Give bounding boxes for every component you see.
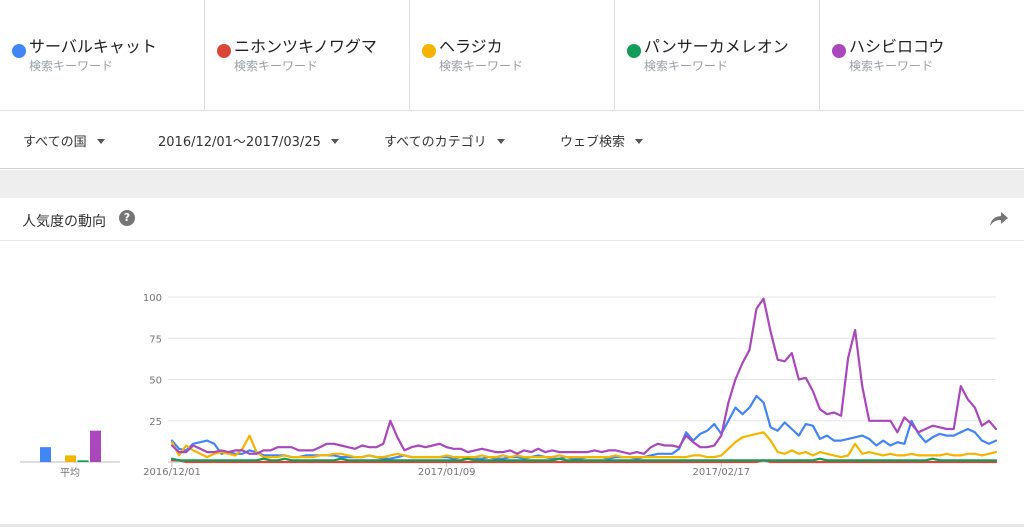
average-bar [77,460,89,462]
y-tick-label: 75 [149,334,162,345]
average-bar [65,455,76,462]
region-label: すべての国 [23,135,87,150]
x-tick-label: 2016/12/01 [143,467,201,478]
term-name-2: ニホンツキノワグマ [234,37,377,56]
average-label: 平均 [60,467,80,479]
chevron-down-icon [96,138,105,144]
interest-over-time-card: 人気度の動向 ? [0,198,1024,527]
card-title: 人気度の動向 [22,214,106,230]
date-range-dropdown[interactable]: 2016/12/01〜2017/03/25 [158,131,339,150]
term-type-3: 検索キーワード [439,59,524,73]
chart-gridlines [20,296,996,463]
term-color-dot-3 [422,44,436,58]
region-dropdown[interactable]: すべての国 [23,131,105,150]
term-name-3: ヘラジカ [439,37,503,56]
term-color-dot-1 [12,44,26,58]
card-header: 人気度の動向 ? [0,198,1024,241]
y-axis-ticks: 25 50 75 100 [143,293,162,428]
category-dropdown[interactable]: すべてのカテゴリ [384,131,505,150]
chevron-down-icon [330,138,339,144]
series-line-3 [170,431,998,459]
x-tick-label: 2017/02/17 [693,467,751,478]
series-line-4 [170,457,998,462]
term-card-4[interactable]: パンサーカメレオン 検索キーワード [615,0,820,111]
date-range-label: 2016/12/01〜2017/03/25 [158,135,321,150]
term-name-4: パンサーカメレオン [644,37,789,56]
term-type-4: 検索キーワード [644,59,729,73]
y-tick-label: 100 [143,293,162,304]
help-icon[interactable]: ? [119,210,135,226]
average-bar [40,447,51,462]
term-color-dot-4 [627,44,641,58]
category-label: すべてのカテゴリ [384,135,487,150]
series-line-5 [170,297,998,455]
term-color-dot-5 [832,44,846,58]
term-type-5: 検索キーワード [849,59,934,73]
filter-bar: すべての国 2016/12/01〜2017/03/25 すべてのカテゴリ ウェブ… [0,111,1024,169]
search-type-label: ウェブ検索 [560,135,626,150]
search-type-dropdown[interactable]: ウェブ検索 [560,131,644,150]
average-bar [90,430,101,462]
series-line-2 [170,459,998,464]
term-card-3[interactable]: ヘラジカ 検索キーワード [410,0,615,111]
chevron-down-icon [496,138,505,144]
term-color-dot-2 [217,44,231,58]
term-type-1: 検索キーワード [29,59,114,73]
chevron-down-icon [635,138,644,144]
term-name-1: サーバルキャット [29,37,157,56]
term-list: サーバルキャット 検索キーワード ニホンツキノワグマ 検索キーワード ヘラジカ … [0,0,1024,111]
y-tick-label: 50 [149,376,162,387]
x-tick-label: 2017/01/09 [418,467,476,478]
term-card-5[interactable]: ハシビロコウ 検索キーワード [820,0,1024,111]
series-lines [170,297,998,464]
term-card-1[interactable]: サーバルキャット 検索キーワード [0,0,205,111]
interest-chart: 25 50 75 100 2016/12/01 2017/01/09 2017/02/17… [20,293,998,479]
term-card-2[interactable]: ニホンツキノワグマ 検索キーワード [205,0,410,111]
x-axis-ticks: 2016/12/01 2017/01/09 2017/02/17 [143,462,750,478]
section-gap [0,170,1024,198]
term-name-5: ハシビロコウ [849,37,945,56]
term-type-2: 検索キーワード [234,59,319,73]
share-icon[interactable] [989,210,1009,228]
y-tick-label: 25 [149,417,162,428]
bottom-divider [0,524,1024,527]
average-bars: 平均 [40,430,101,479]
